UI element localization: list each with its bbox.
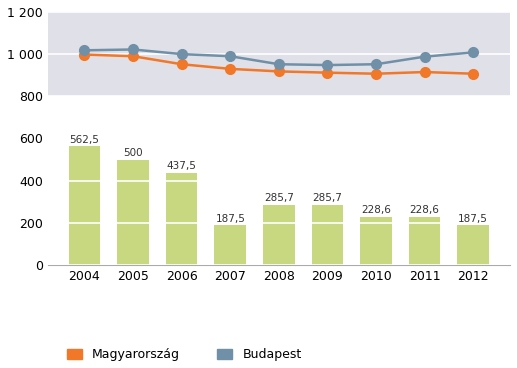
Text: 437,5: 437,5: [167, 161, 196, 171]
Bar: [263, 205, 295, 265]
Text: 500: 500: [123, 148, 143, 158]
Bar: [458, 226, 489, 265]
Text: 228,6: 228,6: [361, 205, 391, 215]
Bar: [409, 217, 440, 265]
Text: 187,5: 187,5: [216, 214, 245, 224]
Bar: [166, 173, 197, 265]
Text: 228,6: 228,6: [409, 205, 439, 215]
Text: 187,5: 187,5: [458, 214, 488, 224]
Bar: [69, 146, 100, 265]
Bar: [360, 217, 392, 265]
Text: 285,7: 285,7: [264, 193, 294, 203]
Text: 285,7: 285,7: [312, 193, 342, 203]
Bar: [48, 12, 510, 96]
Bar: [215, 226, 246, 265]
Bar: [117, 160, 149, 265]
Text: 562,5: 562,5: [70, 135, 99, 145]
Bar: [312, 205, 343, 265]
